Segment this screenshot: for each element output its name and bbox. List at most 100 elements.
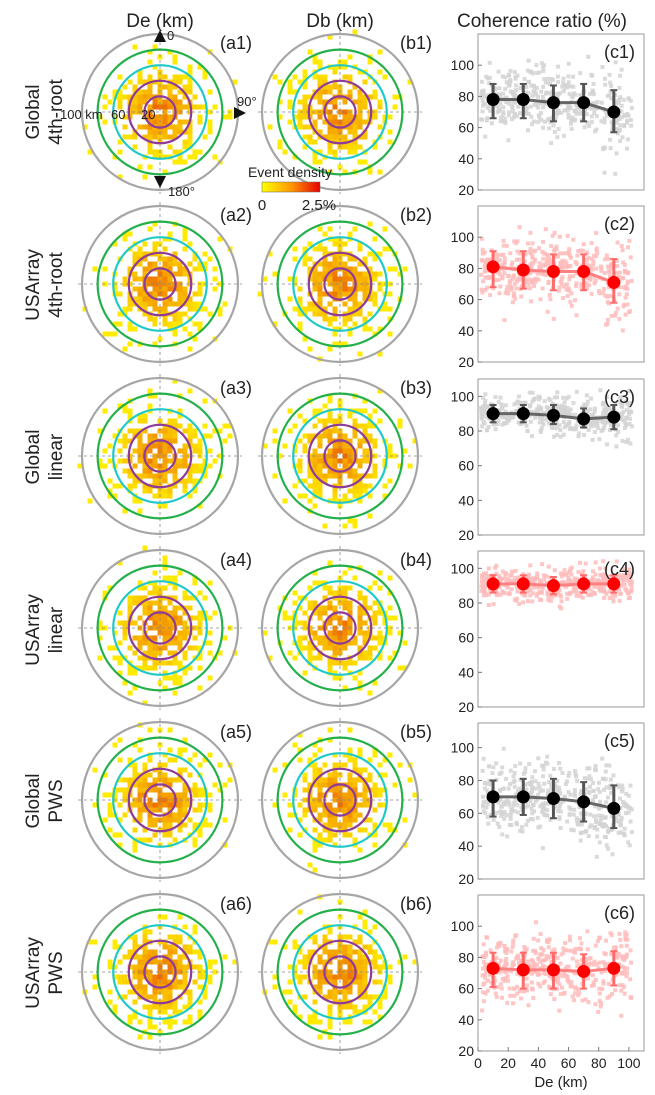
density-cell (337, 797, 343, 803)
measurement-point (597, 291, 602, 296)
density-cell (342, 949, 348, 955)
density-cell (307, 483, 313, 489)
density-cell (122, 620, 128, 626)
density-cell (312, 276, 318, 282)
measurement-point (482, 94, 487, 99)
density-cell (357, 959, 363, 965)
density-cell (157, 483, 163, 489)
density-cell (127, 665, 133, 671)
measurement-point (532, 102, 537, 107)
density-cell (327, 949, 333, 955)
density-cell (322, 256, 328, 262)
density-cell (342, 600, 348, 606)
measurement-point (623, 312, 628, 317)
density-cell (147, 301, 153, 307)
ring-60km (112, 236, 208, 332)
density-cell (337, 827, 343, 833)
density-cell (377, 388, 383, 394)
measurement-point (587, 91, 592, 96)
density-cell (312, 580, 318, 586)
density-cell (182, 74, 188, 80)
measurement-point (524, 105, 529, 110)
density-cell (92, 802, 98, 808)
density-cell (162, 994, 168, 1000)
density-cell (182, 747, 188, 753)
density-cell (162, 493, 168, 499)
density-cell (177, 1009, 183, 1015)
density-cell (377, 630, 383, 636)
measurement-point (542, 77, 547, 82)
density-cell (217, 236, 223, 242)
density-cell (177, 665, 183, 671)
density-cell (177, 154, 183, 160)
density-cell (312, 772, 318, 778)
density-cell (187, 134, 193, 140)
density-cell (172, 134, 178, 140)
measurement-point (559, 277, 564, 282)
density-cell (212, 154, 218, 160)
density-cell (332, 498, 338, 504)
density-cell (112, 331, 118, 337)
density-cell (162, 129, 168, 135)
density-cell (342, 959, 348, 965)
density-cell (107, 331, 113, 337)
density-cell (322, 934, 328, 940)
measurement-point (547, 293, 552, 298)
measurement-point (548, 297, 553, 302)
density-cell (357, 610, 363, 616)
density-cell (197, 645, 203, 651)
density-cell (167, 610, 173, 616)
density-cell (157, 306, 163, 312)
density-cell (182, 797, 188, 803)
density-cell (317, 580, 323, 586)
density-cell (327, 418, 333, 424)
density-cell (352, 488, 358, 494)
density-cell (402, 448, 408, 454)
density-cell (137, 635, 143, 641)
measurement-point (558, 110, 563, 115)
ring-40km (307, 423, 373, 489)
density-cell (387, 129, 393, 135)
measurement-point (554, 244, 559, 249)
density-cell (202, 69, 208, 75)
density-cell (167, 979, 173, 985)
measurement-point (497, 95, 502, 100)
density-cell (342, 974, 348, 980)
density-cell (162, 822, 168, 828)
density-cell (132, 84, 138, 90)
density-cell (147, 266, 153, 272)
density-cell (327, 787, 333, 793)
density-cell (362, 635, 368, 641)
measurement-point (500, 276, 505, 281)
density-cell (362, 964, 368, 970)
density-cell (347, 74, 353, 80)
density-cell (127, 134, 133, 140)
density-cell (167, 428, 173, 434)
density-cell (272, 74, 278, 80)
density-cell (277, 453, 283, 459)
density-cell (132, 827, 138, 833)
density-cell (317, 974, 323, 980)
measurement-point (525, 128, 530, 133)
density-cell (162, 635, 168, 641)
density-cell (342, 498, 348, 504)
density-cell (347, 256, 353, 262)
measurement-point (619, 67, 624, 72)
density-cell (377, 418, 383, 424)
density-cell (332, 154, 338, 160)
density-cell (222, 954, 228, 960)
density-cell (177, 408, 183, 414)
density-cell (117, 660, 123, 666)
density-cell (342, 802, 348, 808)
density-cell (132, 954, 138, 960)
density-cell (172, 934, 178, 940)
density-cell (147, 802, 153, 808)
measurement-point (532, 277, 537, 282)
density-cell (292, 944, 298, 950)
density-cell (117, 832, 123, 838)
density-cell (97, 655, 103, 661)
density-cell (307, 473, 313, 479)
density-cell (152, 1004, 158, 1010)
density-cell (192, 321, 198, 327)
density-cell (337, 109, 343, 115)
